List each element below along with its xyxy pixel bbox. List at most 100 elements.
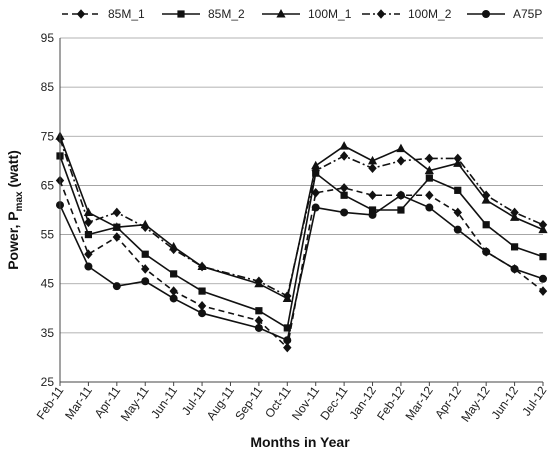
legend-item-100M_2: 100M_2 xyxy=(362,7,452,21)
point-A75P-May-11 xyxy=(141,277,150,286)
point-100M_2-May-11 xyxy=(141,222,150,232)
y-tick-label-65: 65 xyxy=(41,178,55,192)
series-100M_2 xyxy=(55,133,548,301)
point-100M_2-Feb-12 xyxy=(396,156,406,166)
point-85M_2-Dec-11 xyxy=(340,191,348,199)
legend-swatch-marker-85M_2 xyxy=(177,10,185,18)
point-A75P-Apr-12 xyxy=(453,225,462,234)
point-A75P-May-12 xyxy=(482,247,491,256)
point-A75P-Mar-11 xyxy=(84,262,93,271)
point-85M_2-Jul-12 xyxy=(539,253,547,261)
x-tick-label-Jul-12: Jul-12 xyxy=(519,383,549,418)
x-tick-label-May-12: May-12 xyxy=(458,383,493,424)
x-tick-label-Mar-11: Mar-11 xyxy=(62,383,95,422)
legend-label-100M_1: 100M_1 xyxy=(308,7,352,21)
legend-swatch-marker-85M_1 xyxy=(76,9,86,19)
point-A75P-Jan-12 xyxy=(368,210,377,219)
point-100M_1-Jan-12 xyxy=(367,155,378,165)
y-axis-title-sub: max xyxy=(14,191,25,211)
point-85M_1-Apr-11 xyxy=(112,232,122,242)
point-85M_1-Mar-11 xyxy=(84,249,93,260)
point-85M_2-Sep-11 xyxy=(255,307,263,315)
point-100M_1-Mar-11 xyxy=(83,207,94,216)
point-100M_2-Sep-11 xyxy=(254,276,264,287)
point-85M_2-May-11 xyxy=(141,250,149,258)
legend-item-A75P: A75P xyxy=(467,7,542,21)
point-85M_1-Nov-11 xyxy=(311,188,320,198)
legend-label-A75P: A75P xyxy=(513,7,542,21)
point-100M_2-Jul-11 xyxy=(197,261,207,272)
legend-label-100M_2: 100M_2 xyxy=(408,7,452,21)
point-100M_2-Nov-11 xyxy=(311,165,320,176)
point-A75P-Mar-12 xyxy=(425,203,434,212)
point-85M_2-Jan-12 xyxy=(368,206,377,214)
legend-swatch-marker-A75P xyxy=(482,10,490,18)
point-85M_2-Feb-12 xyxy=(397,206,405,214)
legend-item-85M_1: 85M_1 xyxy=(62,7,145,21)
x-tick-label-Nov-11: Nov-11 xyxy=(289,383,322,422)
y-axis-title: Power, Pmax (watt) xyxy=(5,150,25,270)
point-A75P-Nov-11 xyxy=(311,203,320,212)
point-85M_1-Oct-11 xyxy=(283,342,292,353)
point-85M_2-Jun-12 xyxy=(510,243,519,251)
point-85M_1-Jul-11 xyxy=(197,301,207,311)
point-100M_2-Apr-11 xyxy=(112,207,122,218)
point-A75P-Dec-11 xyxy=(340,208,349,217)
point-85M_2-Jun-11 xyxy=(170,270,178,278)
x-tick-label-Feb-12: Feb-12 xyxy=(374,383,407,422)
point-85M_1-Mar-12 xyxy=(425,190,434,201)
point-A75P-Feb-12 xyxy=(396,191,405,200)
y-axis-title-main: Power, P xyxy=(5,211,21,269)
legend-swatch-marker-100M_2 xyxy=(376,9,386,19)
y-tick-label-55: 55 xyxy=(41,228,55,242)
point-85M_2-Oct-11 xyxy=(283,324,291,332)
axes xyxy=(59,38,543,383)
legend-item-100M_1: 100M_1 xyxy=(262,7,352,21)
point-85M_1-Jun-11 xyxy=(169,286,178,296)
y-tick-label-25: 25 xyxy=(41,375,55,389)
point-A75P-Jul-12 xyxy=(539,274,547,283)
point-100M_2-May-12 xyxy=(481,190,491,201)
gridlines xyxy=(60,37,543,334)
series-layer xyxy=(55,131,548,353)
point-100M_1-Dec-11 xyxy=(339,141,349,150)
y-tick-label-85: 85 xyxy=(41,80,55,94)
point-A75P-Sep-11 xyxy=(254,323,263,332)
point-100M_1-Mar-12 xyxy=(424,165,434,175)
point-85M_2-Apr-12 xyxy=(454,186,462,194)
point-85M_1-Jul-12 xyxy=(538,286,548,296)
point-100M_2-Dec-11 xyxy=(339,151,349,161)
legend: 85M_1 85M_2 100M_1 100M_2 A75P xyxy=(62,7,542,21)
legend-label-85M_1: 85M_1 xyxy=(108,7,145,21)
point-A75P-Oct-11 xyxy=(283,336,292,345)
x-axis-title: Months in Year xyxy=(250,434,350,450)
point-A75P-Apr-11 xyxy=(112,282,121,291)
y-tick-label-75: 75 xyxy=(41,129,55,143)
point-85M_2-Mar-12 xyxy=(425,174,433,182)
point-A75P-Jul-11 xyxy=(198,309,207,318)
point-85M_2-Mar-11 xyxy=(84,230,93,239)
point-85M_1-May-11 xyxy=(141,264,150,274)
point-100M_2-Mar-11 xyxy=(84,217,93,228)
point-100M_2-Jun-12 xyxy=(510,207,519,218)
point-100M_1-Feb-12 xyxy=(396,143,406,153)
point-85M_1-Jan-12 xyxy=(368,190,377,201)
point-100M_1-Nov-11 xyxy=(311,160,321,170)
point-85M_1-Apr-12 xyxy=(453,207,462,218)
x-tick-label-Mar-12: Mar-12 xyxy=(403,383,436,422)
y-tick-labels: 25 35 45 55 65 75 85 95 xyxy=(41,31,55,389)
y-tick-label-45: 45 xyxy=(41,277,55,291)
point-100M_2-Oct-11 xyxy=(283,291,292,301)
legend-item-85M_2: 85M_2 xyxy=(162,7,245,21)
y-axis-title-unit: (watt) xyxy=(5,150,21,191)
legend-swatch-marker-100M_1 xyxy=(276,9,286,18)
x-tick-label-Sep-11: Sep-11 xyxy=(232,383,265,422)
x-tick-label-Feb-11: Feb-11 xyxy=(34,383,67,422)
point-A75P-Jun-11 xyxy=(169,294,178,303)
x-tick-labels: Feb-11Mar-11Apr-11May-11Jun-11Jul-11Aug-… xyxy=(34,382,550,424)
point-85M_1-Sep-11 xyxy=(254,315,264,326)
x-tick-label-Jun-11: Jun-11 xyxy=(148,383,180,421)
point-85M_2-May-12 xyxy=(482,221,490,229)
y-tick-label-95: 95 xyxy=(41,31,55,45)
legend-label-85M_2: 85M_2 xyxy=(208,7,245,21)
